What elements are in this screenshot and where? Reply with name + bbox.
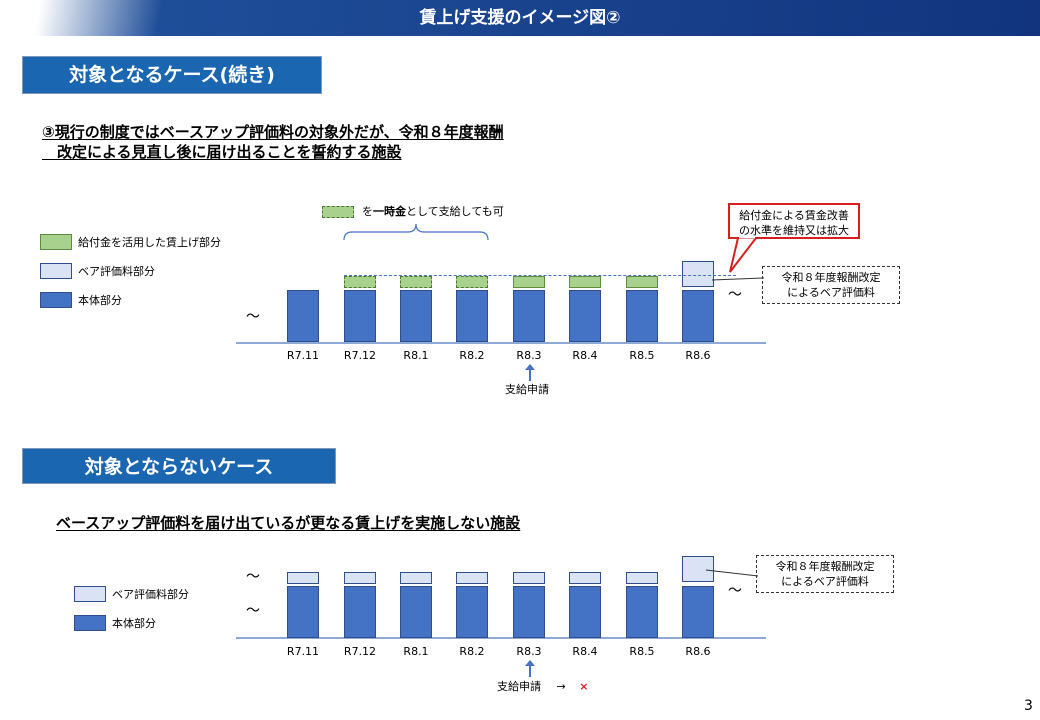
bar-main: [682, 586, 714, 638]
bar-main: [344, 586, 376, 638]
x-label: R7.12: [343, 349, 377, 362]
dash-callout: 令和８年度報酬改定 によるベア評価料: [756, 555, 894, 593]
dash-callout-line1: 令和８年度報酬改定: [775, 560, 875, 573]
red-callout: 給付金による賃金改善 の水準を維持又は拡大: [728, 203, 860, 239]
x-label: R7.11: [286, 645, 320, 658]
section2-heading: ベースアップ評価料を届け出ているが更なる賃上げを実施しない施設: [56, 514, 521, 532]
bar-main: [287, 290, 319, 342]
right-arrow-icon: →: [556, 680, 566, 693]
bar-main: [400, 290, 432, 342]
x-label: R8.5: [629, 349, 655, 362]
bar-light: [513, 572, 545, 584]
bar-main: [682, 290, 714, 342]
x-label: R7.11: [286, 349, 320, 362]
bar-green-lump: [456, 276, 488, 288]
up-arrow-icon: [525, 364, 535, 381]
x-label: R8.2: [459, 645, 485, 658]
callout-pointer: [729, 236, 759, 273]
x-label: R8.5: [629, 645, 655, 658]
callout-connector: [711, 277, 765, 281]
dash-callout: 令和８年度報酬改定 によるベア評価料: [762, 266, 900, 304]
bracket-note: を一時金として支給しても可: [362, 205, 504, 218]
x-label: R8.4: [572, 349, 598, 362]
legend-swatch-main: [40, 292, 72, 308]
dash-callout-line1: 令和８年度報酬改定: [781, 271, 881, 284]
apply-label: 支給申請: [497, 680, 541, 693]
bar-light: [569, 572, 601, 584]
page-title: 賃上げ支援のイメージ図②: [419, 8, 621, 28]
bar-main: [513, 290, 545, 342]
bar-light: [682, 261, 714, 287]
bar-main: [626, 586, 658, 638]
x-label: R8.6: [685, 349, 711, 362]
callout-connector: [705, 569, 759, 577]
legend-swatch-light: [40, 263, 72, 279]
header-banner: [0, 0, 1040, 36]
x-label: R8.2: [459, 349, 485, 362]
red-callout-line1: 給付金による賃金改善: [739, 209, 849, 222]
legend-label-light: ベア評価料部分: [112, 588, 189, 601]
x-label: R8.4: [572, 645, 598, 658]
bar-light: [682, 556, 714, 582]
bar-green-lump: [400, 276, 432, 288]
legend-swatch-light: [74, 586, 106, 602]
level-line: [344, 275, 736, 276]
section1-heading-line2: 改定による見直し後に届け出ることを誓約する施設: [42, 143, 402, 161]
bracket: [343, 223, 489, 241]
x-label: R8.3: [516, 349, 542, 362]
bar-green-lump: [344, 276, 376, 288]
dash-callout-line2: によるベア評価料: [787, 286, 875, 299]
legend-swatch-main: [74, 615, 106, 631]
red-callout-line2: の水準を維持又は拡大: [739, 224, 849, 237]
bracket-note-swatch: [322, 206, 354, 218]
legend-label-light: ベア評価料部分: [78, 265, 155, 278]
break-mark: ～: [246, 603, 260, 619]
bar-main: [456, 290, 488, 342]
bar-green: [569, 276, 601, 288]
x-label: R8.6: [685, 645, 711, 658]
section-tag-nontarget: 対象とならないケース: [22, 448, 336, 484]
bar-main: [569, 586, 601, 638]
apply-status: 支給申請 → ×: [497, 680, 588, 694]
up-arrow-icon: [525, 660, 535, 677]
bar-main: [287, 586, 319, 638]
bar-green: [513, 276, 545, 288]
bar-main: [569, 290, 601, 342]
bar-green: [626, 276, 658, 288]
break-mark: ～: [246, 569, 260, 585]
legend-swatch-green: [40, 234, 72, 250]
section-tag-target: 対象となるケース(続き): [22, 56, 322, 94]
break-mark: ～: [728, 583, 742, 599]
bar-main: [456, 586, 488, 638]
x-label: R8.1: [403, 645, 429, 658]
bar-light: [456, 572, 488, 584]
bar-main: [626, 290, 658, 342]
bar-light: [626, 572, 658, 584]
bar-main: [344, 290, 376, 342]
bar-main: [400, 586, 432, 638]
bar-main: [513, 586, 545, 638]
bar-light: [400, 572, 432, 584]
section1-heading: ③現行の制度ではベースアップ評価料の対象外だが、令和８年度報酬 改定による見直し…: [42, 122, 662, 162]
x-label: R7.12: [343, 645, 377, 658]
page-number: 3: [1024, 698, 1033, 714]
legend-label-main: 本体部分: [78, 294, 122, 307]
cross-icon: ×: [579, 680, 589, 693]
break-mark: ～: [728, 287, 742, 303]
x-label: R8.3: [516, 645, 542, 658]
section1-heading-line1: ③現行の制度ではベースアップ評価料の対象外だが、令和８年度報酬: [42, 123, 504, 141]
dash-callout-line2: によるベア評価料: [781, 575, 869, 588]
apply-label: 支給申請: [505, 383, 549, 396]
legend-label-main: 本体部分: [112, 617, 156, 630]
legend-label-green: 給付金を活用した賃上げ部分: [78, 236, 221, 249]
x-label: R8.1: [403, 349, 429, 362]
break-mark: ～: [246, 309, 260, 325]
x-axis: [236, 342, 766, 344]
bar-light: [344, 572, 376, 584]
x-axis: [236, 637, 766, 639]
bar-light: [287, 572, 319, 584]
